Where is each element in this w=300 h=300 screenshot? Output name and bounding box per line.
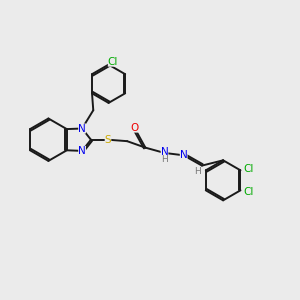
Text: N: N [78, 124, 86, 134]
Text: N: N [161, 147, 168, 158]
Text: N: N [180, 150, 188, 160]
Text: O: O [130, 123, 139, 133]
Text: S: S [105, 135, 111, 145]
Text: Cl: Cl [244, 164, 254, 174]
Text: Cl: Cl [244, 187, 254, 197]
Text: H: H [194, 167, 201, 176]
Text: H: H [161, 155, 168, 164]
Text: Cl: Cl [108, 57, 118, 67]
Text: N: N [78, 146, 86, 156]
